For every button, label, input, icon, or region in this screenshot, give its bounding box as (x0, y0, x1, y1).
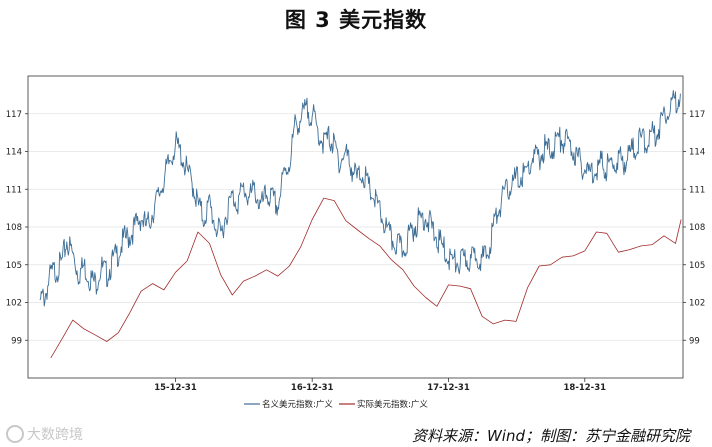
legend-label-1: 实际美元指数:广义 (357, 399, 428, 410)
y-tick-label-right: 114 (689, 148, 705, 158)
y-tick-label-left: 108 (6, 223, 22, 233)
x-tick-label: 18-12-31 (564, 383, 607, 393)
x-tick-label: 16-12-31 (291, 383, 334, 393)
y-axis-right: 99 102 105 108 111 114 117 (683, 110, 705, 346)
x-tick-label: 15-12-31 (154, 383, 197, 393)
y-tick-label-right: 105 (689, 261, 705, 271)
watermark-badge-icon (6, 425, 24, 443)
watermark-logo: 大数跨境 (6, 424, 83, 444)
watermark-text: 大数跨境 (27, 427, 83, 443)
series-line-0 (39, 89, 681, 307)
y-tick-label-left: 111 (6, 185, 22, 195)
y-axis-left: 99 102 105 108 111 114 117 (6, 110, 28, 346)
legend-label-0: 名义美元指数:广义 (262, 399, 333, 410)
x-axis: 15-12-31 16-12-31 17-12-31 18-12-31 (154, 378, 606, 393)
y-tick-label-left: 114 (6, 148, 22, 158)
legend: 名义美元指数:广义 实际美元指数:广义 (244, 399, 428, 410)
gridlines (28, 113, 683, 341)
y-tick-label-right: 117 (689, 110, 705, 120)
source-note: 资料来源：Wind；制图：苏宁金融研究院 (411, 427, 690, 445)
y-tick-label-left: 105 (6, 261, 22, 271)
y-tick-label-right: 111 (689, 185, 705, 195)
y-tick-label-left: 99 (11, 336, 22, 346)
y-tick-label-left: 102 (6, 299, 22, 309)
series-line-1 (50, 197, 682, 359)
y-tick-label-right: 108 (689, 223, 705, 233)
y-tick-label-right: 99 (689, 336, 700, 346)
y-tick-label-right: 102 (689, 299, 705, 309)
x-tick-label: 17-12-31 (427, 383, 470, 393)
series-layer (39, 89, 682, 359)
y-tick-label-left: 117 (6, 110, 22, 120)
chart-title: 图 3 美元指数 (284, 8, 428, 32)
